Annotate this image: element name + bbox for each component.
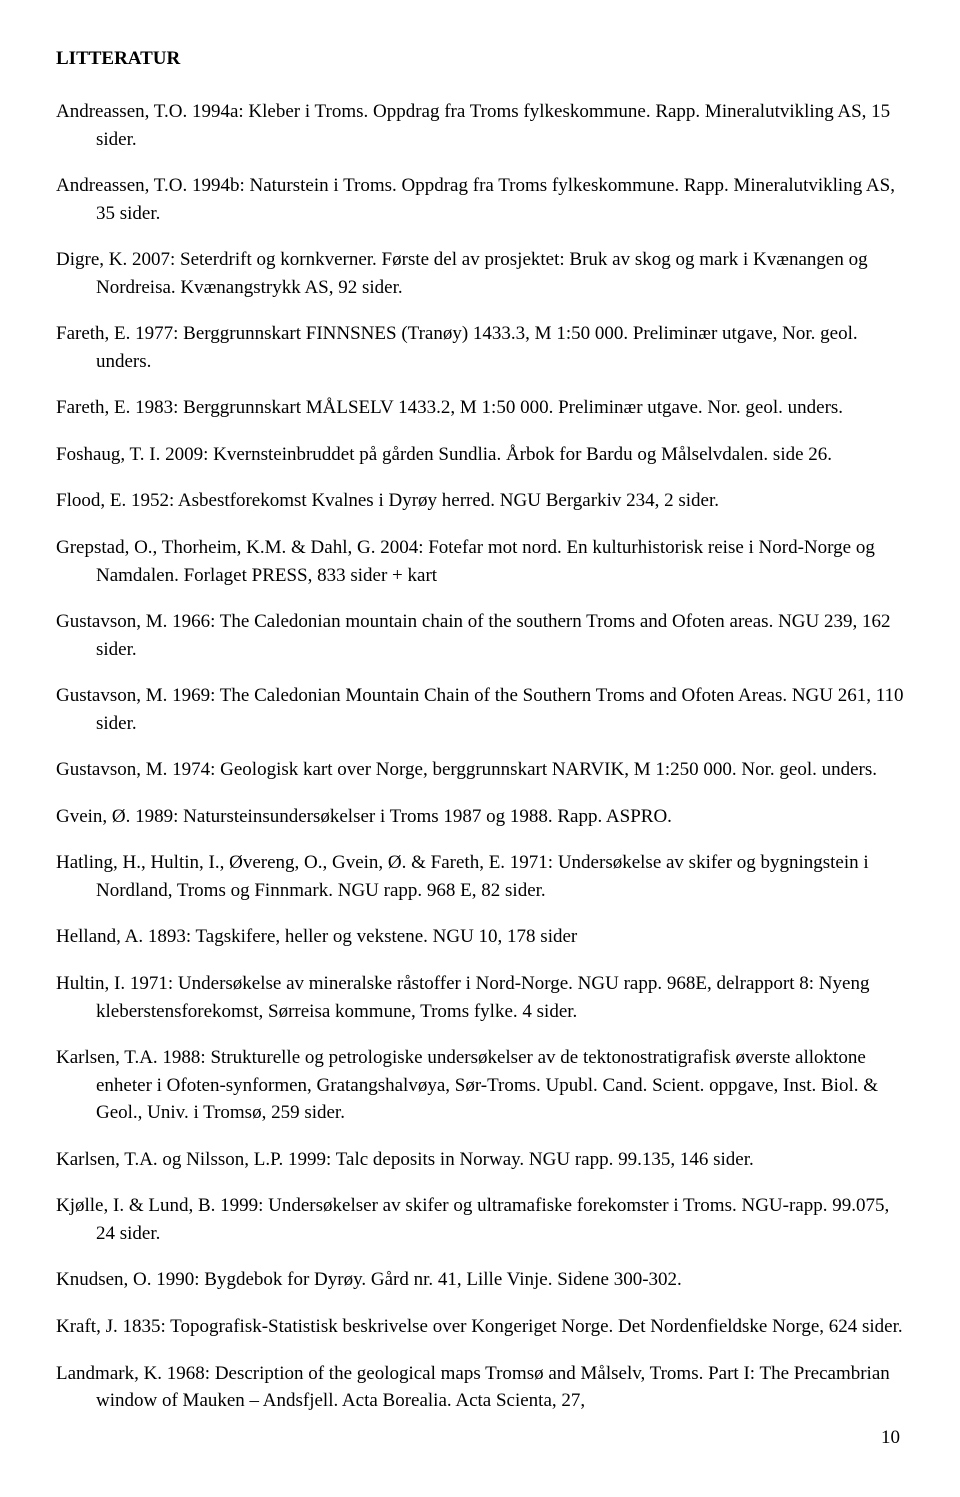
reference-entry: Helland, A. 1893: Tagskifere, heller og … bbox=[56, 923, 904, 951]
reference-entry: Hultin, I. 1971: Undersøkelse av mineral… bbox=[56, 970, 904, 1025]
section-heading: LITTERATUR bbox=[56, 48, 904, 70]
reference-entry: Foshaug, T. I. 2009: Kvernsteinbruddet p… bbox=[56, 441, 904, 469]
reference-entry: Gustavson, M. 1974: Geologisk kart over … bbox=[56, 756, 904, 784]
reference-entry: Landmark, K. 1968: Description of the ge… bbox=[56, 1360, 904, 1415]
reference-entry: Knudsen, O. 1990: Bygdebok for Dyrøy. Gå… bbox=[56, 1266, 904, 1294]
reference-entry: Flood, E. 1952: Asbestforekomst Kvalnes … bbox=[56, 487, 904, 515]
reference-entry: Hatling, H., Hultin, I., Øvereng, O., Gv… bbox=[56, 849, 904, 904]
reference-entry: Karlsen, T.A. 1988: Strukturelle og petr… bbox=[56, 1044, 904, 1127]
reference-entry: Fareth, E. 1983: Berggrunnskart MÅLSELV … bbox=[56, 394, 904, 422]
reference-entry: Gustavson, M. 1969: The Caledonian Mount… bbox=[56, 682, 904, 737]
reference-entry: Grepstad, O., Thorheim, K.M. & Dahl, G. … bbox=[56, 534, 904, 589]
reference-entry: Fareth, E. 1977: Berggrunnskart FINNSNES… bbox=[56, 320, 904, 375]
reference-entry: Gvein, Ø. 1989: Natursteinsundersøkelser… bbox=[56, 803, 904, 831]
reference-entry: Gustavson, M. 1966: The Caledonian mount… bbox=[56, 608, 904, 663]
reference-entry: Andreassen, T.O. 1994b: Naturstein i Tro… bbox=[56, 172, 904, 227]
page-number: 10 bbox=[56, 1427, 904, 1449]
reference-entry: Karlsen, T.A. og Nilsson, L.P. 1999: Tal… bbox=[56, 1146, 904, 1174]
reference-entry: Kjølle, I. & Lund, B. 1999: Undersøkelse… bbox=[56, 1192, 904, 1247]
references-list: Andreassen, T.O. 1994a: Kleber i Troms. … bbox=[56, 98, 904, 1415]
reference-entry: Kraft, J. 1835: Topografisk-Statistisk b… bbox=[56, 1313, 904, 1341]
reference-entry: Andreassen, T.O. 1994a: Kleber i Troms. … bbox=[56, 98, 904, 153]
reference-entry: Digre, K. 2007: Seterdrift og kornkverne… bbox=[56, 246, 904, 301]
